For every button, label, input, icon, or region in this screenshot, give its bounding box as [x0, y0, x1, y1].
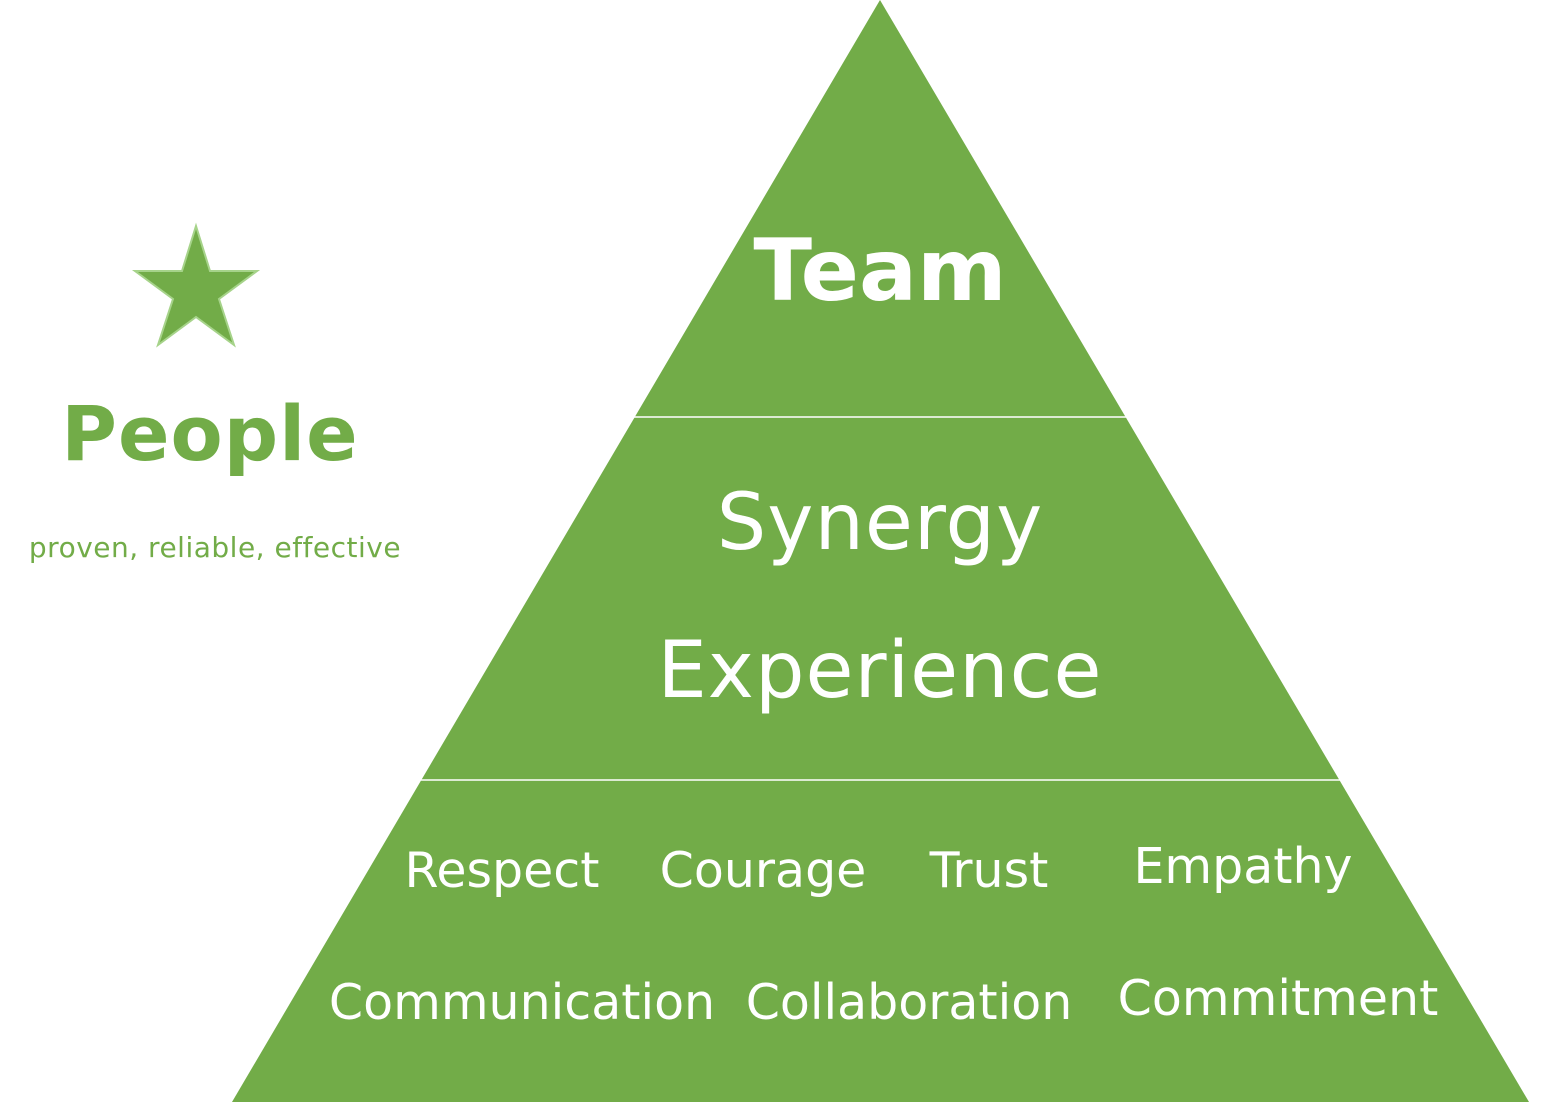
tier-middle-line-2: Experience [657, 626, 1103, 716]
value-trust: Trust [929, 842, 1049, 899]
star-icon [131, 222, 261, 348]
brand-title: People [61, 389, 359, 478]
tier-middle-line-1: Synergy [716, 478, 1044, 568]
value-respect: Respect [404, 842, 600, 899]
tier-top-label: Team [753, 221, 1007, 321]
value-empathy: Empathy [1133, 838, 1353, 895]
value-communication: Communication [328, 974, 716, 1031]
pyramid-shape [232, 0, 1529, 1102]
value-commitment: Commitment [1117, 970, 1439, 1027]
brand-tagline: proven, reliable, effective [28, 531, 402, 564]
value-collaboration: Collaboration [745, 974, 1073, 1031]
value-courage: Courage [659, 842, 867, 899]
